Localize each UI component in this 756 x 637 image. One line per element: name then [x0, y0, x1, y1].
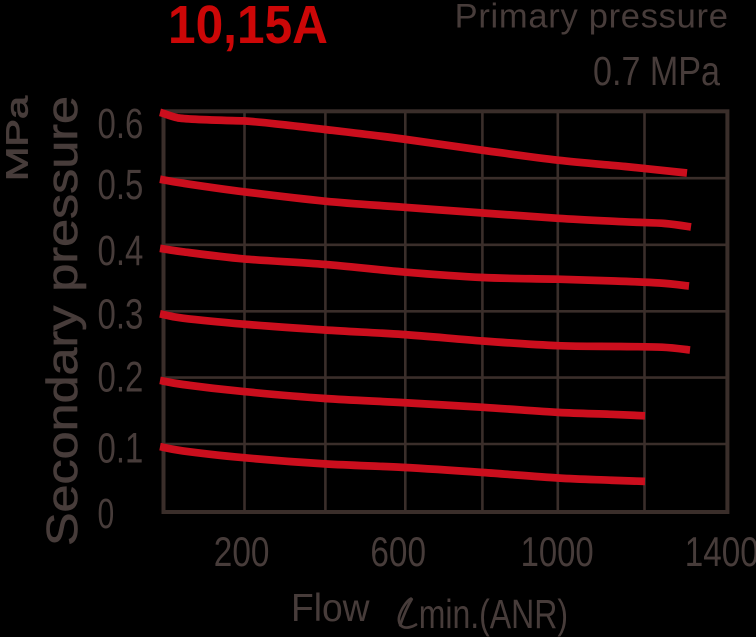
- svg-text:Primary pressure: Primary pressure: [455, 0, 728, 36]
- svg-text:Flow: Flow: [291, 587, 370, 630]
- svg-text:1400: 1400: [685, 528, 756, 575]
- svg-text:Secondary pressure: Secondary pressure: [38, 96, 87, 546]
- svg-text:10,15A: 10,15A: [168, 0, 328, 55]
- svg-text:0.7 MPa: 0.7 MPa: [593, 48, 720, 94]
- svg-text:600: 600: [370, 528, 426, 575]
- svg-text:0.1: 0.1: [98, 425, 144, 472]
- svg-text:0.5: 0.5: [98, 162, 144, 209]
- svg-text:0.3: 0.3: [98, 292, 144, 339]
- svg-text:0: 0: [98, 491, 115, 538]
- svg-text:MPa: MPa: [0, 95, 35, 181]
- svg-text:0.4: 0.4: [98, 228, 144, 275]
- svg-text:0.6: 0.6: [98, 101, 144, 148]
- svg-text:min.(ANR): min.(ANR): [419, 591, 568, 637]
- svg-text:1000: 1000: [521, 528, 594, 575]
- svg-text:200: 200: [214, 528, 270, 575]
- svg-text:0.2: 0.2: [98, 354, 144, 401]
